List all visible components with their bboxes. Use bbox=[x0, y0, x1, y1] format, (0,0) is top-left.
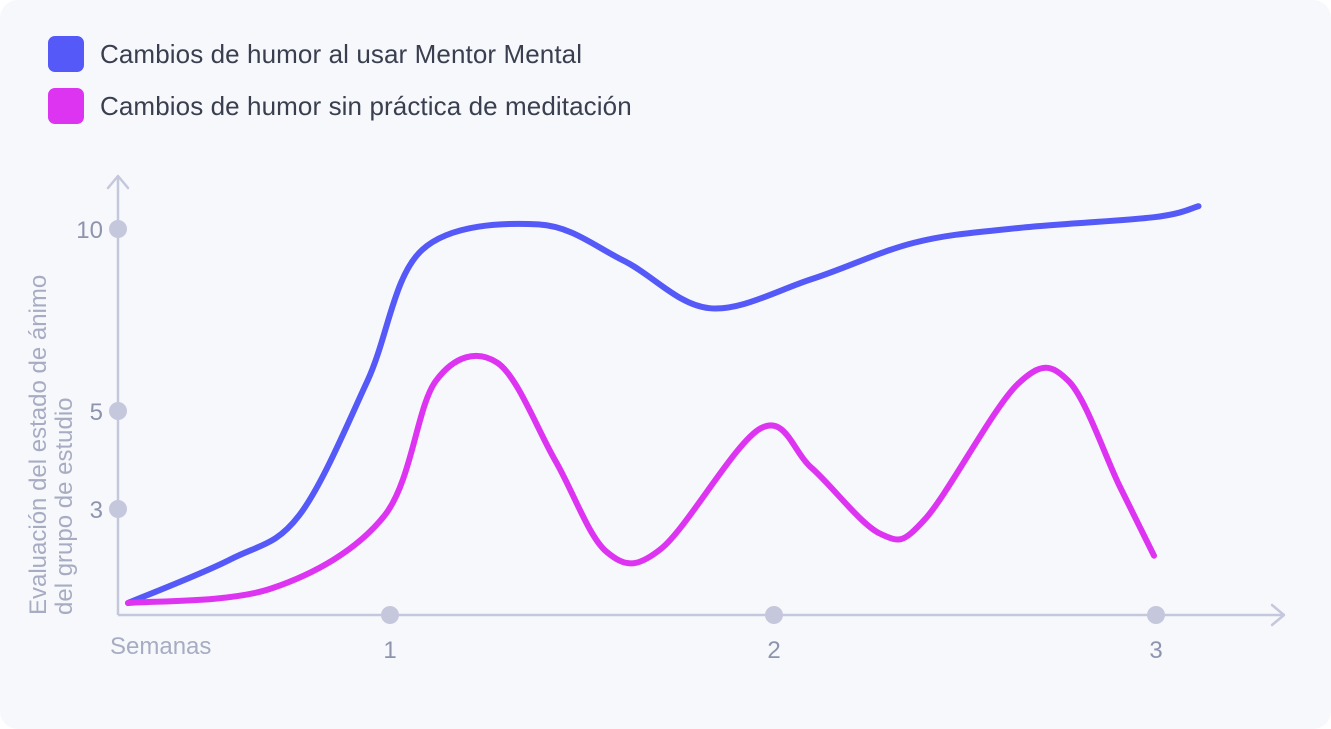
x-tick-label-2: 2 bbox=[767, 637, 780, 664]
y-tick-marker-5 bbox=[109, 402, 127, 420]
x-axis-title: Semanas bbox=[110, 633, 211, 660]
legend-label-no-meditation: Cambios de humor sin práctica de meditac… bbox=[100, 90, 632, 121]
legend-swatch-mentor bbox=[48, 36, 84, 72]
y-axis-title-line-1: Evaluación del estado de ánimo bbox=[25, 275, 52, 615]
y-tick-label-10: 10 bbox=[76, 217, 103, 244]
series-line-no-meditation bbox=[125, 352, 1157, 606]
legend-label-mentor: Cambios de humor al usar Mentor Mental bbox=[100, 38, 583, 69]
y-axis-arrow bbox=[106, 174, 130, 190]
y-axis-title: Evaluación del estado de ánimo del grupo… bbox=[25, 275, 78, 615]
x-axis-arrow bbox=[1270, 603, 1286, 627]
x-tick-marker-1 bbox=[381, 606, 399, 624]
series-line-mentor bbox=[125, 203, 1202, 606]
legend-item-mentor: Cambios de humor al usar Mentor Mental bbox=[48, 34, 632, 74]
x-tick-marker-3 bbox=[1147, 606, 1165, 624]
legend: Cambios de humor al usar Mentor Mental C… bbox=[48, 34, 632, 138]
legend-item-no-meditation: Cambios de humor sin práctica de meditac… bbox=[48, 86, 632, 126]
y-axis-title-line-2: del grupo de estudio bbox=[51, 398, 78, 616]
x-tick-label-3: 3 bbox=[1149, 637, 1162, 664]
y-tick-label-3: 3 bbox=[90, 497, 103, 524]
y-tick-marker-3 bbox=[109, 500, 127, 518]
y-tick-marker-10 bbox=[109, 220, 127, 238]
x-tick-label-1: 1 bbox=[383, 637, 396, 664]
x-tick-marker-2 bbox=[765, 606, 783, 624]
legend-swatch-no-meditation bbox=[48, 88, 84, 124]
y-tick-label-5: 5 bbox=[90, 399, 103, 426]
